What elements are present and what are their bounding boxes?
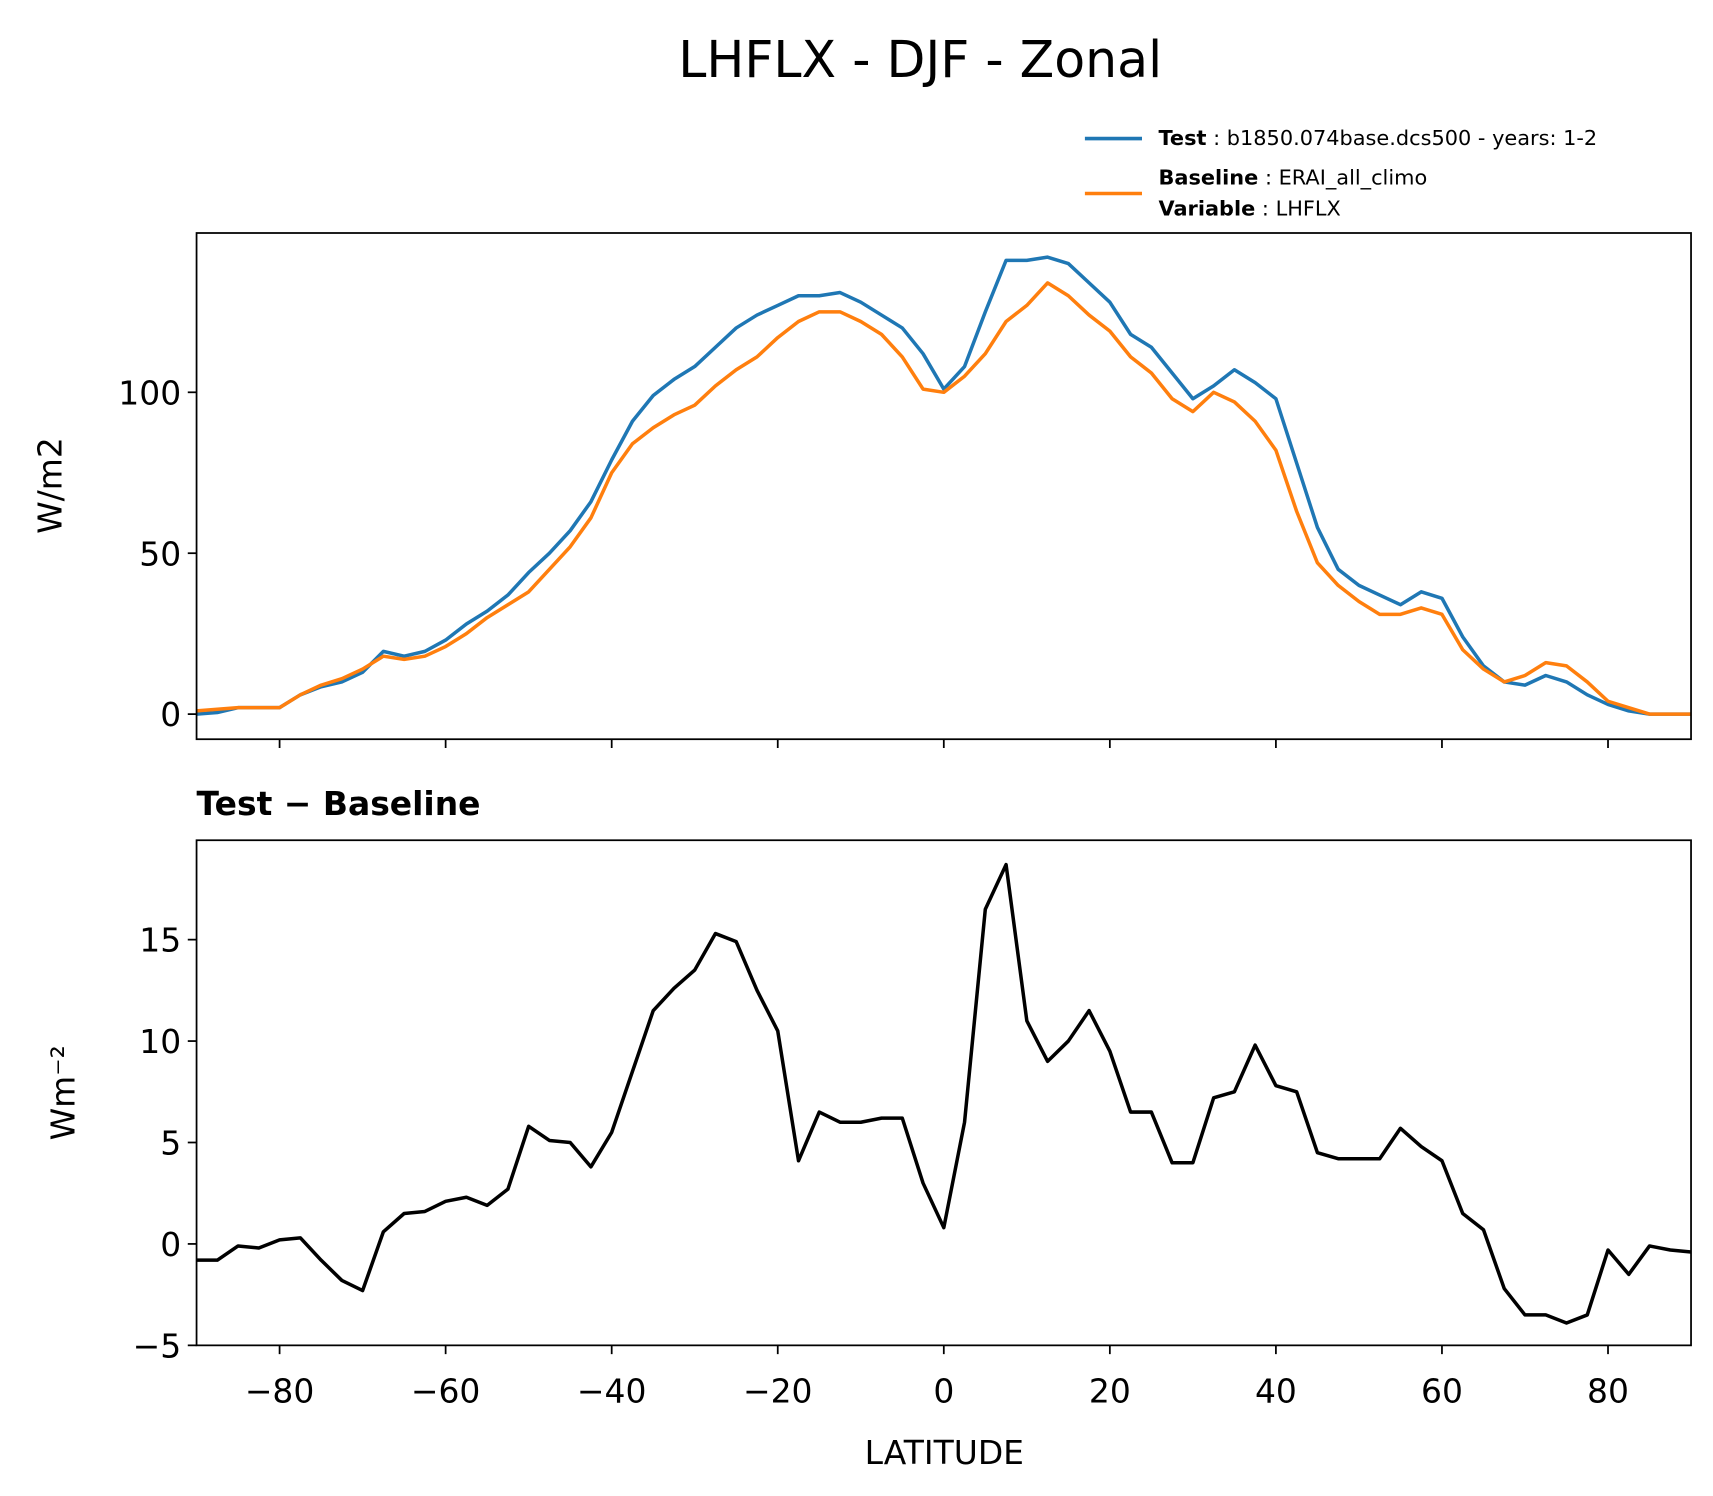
legend-name: Baseline: [1158, 166, 1258, 190]
x-tick-label: 0: [933, 1371, 954, 1410]
data-line: [196, 255, 1692, 716]
x-tick-label: 60: [1421, 1371, 1463, 1410]
legend-name: Variable: [1158, 196, 1255, 220]
x-tick-label: −80: [245, 1371, 315, 1410]
data-line: [196, 281, 1692, 716]
legend-separator: :: [1258, 166, 1278, 190]
y-tick-label: 50: [139, 534, 181, 573]
y-axis-label: Wm⁻²: [44, 1045, 83, 1140]
x-tick-label: −20: [743, 1371, 813, 1410]
y-tick-label: 0: [160, 1225, 181, 1264]
y-tick-label: 10: [139, 1022, 181, 1061]
legend-label: Baseline : ERAI_all_climo: [1158, 166, 1427, 191]
legend-description: ERAI_all_climo: [1279, 166, 1428, 191]
data-line: [196, 862, 1692, 1325]
legend-description: b1850.074base.dcs500 - years: 1-2: [1227, 126, 1597, 150]
legend-label: Variable : LHFLX: [1158, 196, 1340, 220]
x-tick-label: −60: [411, 1371, 481, 1410]
y-tick-label: −5: [133, 1326, 182, 1365]
chart-title: LHFLX - DJF - Zonal: [678, 30, 1162, 89]
x-tick-label: −40: [577, 1371, 647, 1410]
x-tick-label: 40: [1255, 1371, 1297, 1410]
legend-name: Test: [1158, 126, 1206, 150]
x-tick-label: 80: [1587, 1371, 1629, 1410]
y-tick-label: 0: [160, 695, 181, 734]
y-tick-label: 5: [160, 1124, 181, 1163]
legend-separator: :: [1206, 126, 1226, 150]
plot-frame: [195, 839, 1692, 1347]
legend-label: Test : b1850.074base.dcs500 - years: 1-2: [1158, 126, 1597, 150]
panel-title: Test − Baseline: [197, 784, 481, 823]
y-tick-label: 15: [139, 921, 181, 960]
x-tick-label: 20: [1089, 1371, 1131, 1410]
y-axis-label: W/m2: [30, 437, 69, 534]
y-tick-label: 100: [118, 373, 181, 412]
legend-separator: :: [1255, 196, 1275, 220]
legend-description: LHFLX: [1276, 196, 1341, 220]
x-axis-label: LATITUDE: [865, 1433, 1024, 1472]
plot-frame: [195, 232, 1692, 741]
